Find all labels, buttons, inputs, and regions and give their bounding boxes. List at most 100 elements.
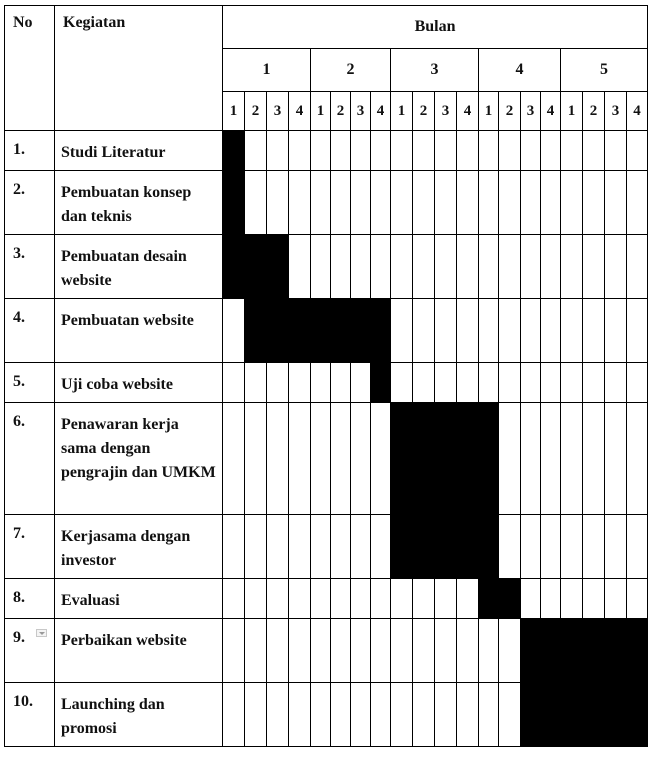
schedule-cell	[412, 682, 435, 747]
schedule-cell	[520, 298, 541, 363]
schedule-cell	[604, 130, 627, 171]
schedule-cell-active	[478, 514, 499, 579]
schedule-cell	[560, 402, 583, 515]
schedule-cell-active	[540, 618, 561, 683]
schedule-cell	[350, 234, 371, 299]
schedule-cell-active	[330, 298, 351, 363]
schedule-cell	[456, 618, 479, 683]
activity-row: 7. Kerjasama dengan investor	[4, 514, 649, 579]
activity-row: 5. Uji coba website	[4, 362, 649, 403]
schedule-cell-active	[498, 578, 521, 619]
activity-number: 5.	[4, 362, 55, 403]
schedule-cell	[434, 130, 457, 171]
schedule-cell-active	[434, 514, 457, 579]
schedule-cell	[498, 298, 521, 363]
schedule-cell	[582, 402, 605, 515]
schedule-cell	[370, 170, 391, 235]
schedule-cell-active	[288, 298, 311, 363]
schedule-cell	[310, 130, 331, 171]
schedule-cell	[456, 298, 479, 363]
schedule-cell	[625, 234, 649, 299]
paste-options-icon[interactable]	[36, 629, 47, 637]
schedule-cell-active	[266, 298, 289, 363]
schedule-cell-active	[582, 618, 605, 683]
header-week: 4	[456, 91, 479, 131]
activity-row: 6. Penawaran kerja sama dengan pengrajin …	[4, 402, 649, 515]
schedule-cell	[310, 234, 331, 299]
schedule-cell	[310, 402, 331, 515]
schedule-cell	[540, 298, 561, 363]
schedule-cell	[498, 402, 521, 515]
schedule-cell	[390, 362, 413, 403]
schedule-cell	[434, 682, 457, 747]
schedule-cell	[330, 170, 351, 235]
schedule-cell	[370, 402, 391, 515]
schedule-cell	[310, 682, 331, 747]
schedule-cell-active	[456, 402, 479, 515]
schedule-cell	[390, 298, 413, 363]
schedule-cell	[244, 170, 267, 235]
header-month: 5	[559, 48, 649, 92]
schedule-cell	[244, 618, 267, 683]
schedule-cell	[540, 130, 561, 171]
schedule-cell	[390, 170, 413, 235]
schedule-cell	[498, 234, 521, 299]
schedule-cell	[350, 682, 371, 747]
schedule-cell	[560, 234, 583, 299]
schedule-cell	[498, 618, 521, 683]
header-month: 4	[478, 48, 561, 92]
schedule-cell-active	[520, 618, 541, 683]
schedule-cell	[350, 402, 371, 515]
schedule-cell	[244, 130, 267, 171]
header-week: 2	[582, 91, 605, 131]
activity-name: Pembuatan desain website	[54, 234, 223, 299]
schedule-cell	[288, 362, 311, 403]
schedule-cell	[310, 578, 331, 619]
schedule-cell	[222, 298, 245, 363]
schedule-cell	[560, 578, 583, 619]
schedule-cell	[456, 362, 479, 403]
schedule-cell	[244, 362, 267, 403]
activity-number: 9.	[4, 618, 55, 683]
schedule-cell	[266, 362, 289, 403]
schedule-cell	[456, 578, 479, 619]
schedule-cell-active	[604, 682, 627, 747]
schedule-cell	[520, 234, 541, 299]
schedule-cell	[582, 130, 605, 171]
activity-name: Kerjasama dengan investor	[54, 514, 223, 579]
schedule-cell	[498, 130, 521, 171]
schedule-cell	[310, 170, 331, 235]
schedule-cell	[434, 170, 457, 235]
schedule-cell-active	[412, 402, 435, 515]
schedule-cell	[266, 402, 289, 515]
schedule-cell	[478, 298, 499, 363]
header-week: 4	[540, 91, 561, 131]
schedule-cell-active	[456, 514, 479, 579]
schedule-cell	[330, 682, 351, 747]
header-no: No	[4, 5, 55, 131]
schedule-cell	[370, 618, 391, 683]
activity-row: 9. Perbaikan website	[4, 618, 649, 683]
schedule-cell-active	[370, 362, 391, 403]
activity-number: 2.	[4, 170, 55, 235]
schedule-cell	[244, 514, 267, 579]
header-week: 1	[310, 91, 331, 131]
schedule-cell	[520, 130, 541, 171]
header-activity: Kegiatan	[54, 5, 223, 131]
schedule-cell-active	[266, 234, 289, 299]
schedule-cell-active	[390, 514, 413, 579]
schedule-cell	[434, 362, 457, 403]
schedule-cell	[456, 170, 479, 235]
schedule-cell-active	[520, 682, 541, 747]
schedule-cell	[266, 618, 289, 683]
header-week: 4	[288, 91, 311, 131]
schedule-cell	[625, 514, 649, 579]
header-month: 2	[310, 48, 391, 92]
activity-number: 7.	[4, 514, 55, 579]
schedule-cell	[288, 682, 311, 747]
schedule-cell	[330, 618, 351, 683]
schedule-cell	[540, 170, 561, 235]
schedule-cell	[625, 170, 649, 235]
schedule-cell	[560, 130, 583, 171]
schedule-cell	[266, 578, 289, 619]
